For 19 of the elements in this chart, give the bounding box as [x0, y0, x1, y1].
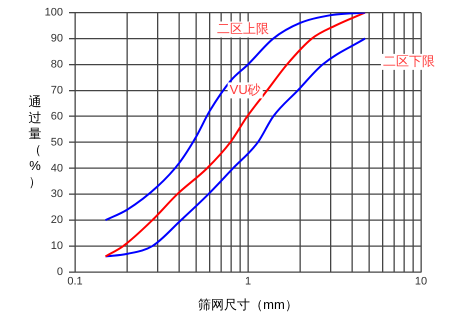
- x-axis-title: 筛网尺寸（mm）: [198, 296, 298, 312]
- series-label: 二区下限: [382, 53, 435, 68]
- y-tick-label: 50: [50, 136, 63, 148]
- y-axis-title: 通过量（%）: [28, 94, 42, 189]
- x-tick-label: 0.1: [67, 276, 83, 288]
- y-tick-label: 100: [44, 6, 63, 19]
- y-tick-label: 20: [50, 214, 63, 226]
- series-label: VU砂: [230, 82, 261, 97]
- y-tick-label: 30: [50, 188, 63, 200]
- y-tick-label: 90: [50, 32, 63, 45]
- x-tick-label: 10: [414, 276, 428, 288]
- series-label: 二区上限: [216, 21, 269, 36]
- y-tick-label: 0: [56, 266, 63, 278]
- x-tick-label: 1: [244, 276, 252, 288]
- y-tick-label: 10: [50, 240, 63, 252]
- y-tick-label: 40: [50, 162, 63, 174]
- y-tick-label: 70: [50, 84, 63, 96]
- y-tick-label: 80: [50, 58, 63, 71]
- y-tick-label: 60: [50, 110, 63, 122]
